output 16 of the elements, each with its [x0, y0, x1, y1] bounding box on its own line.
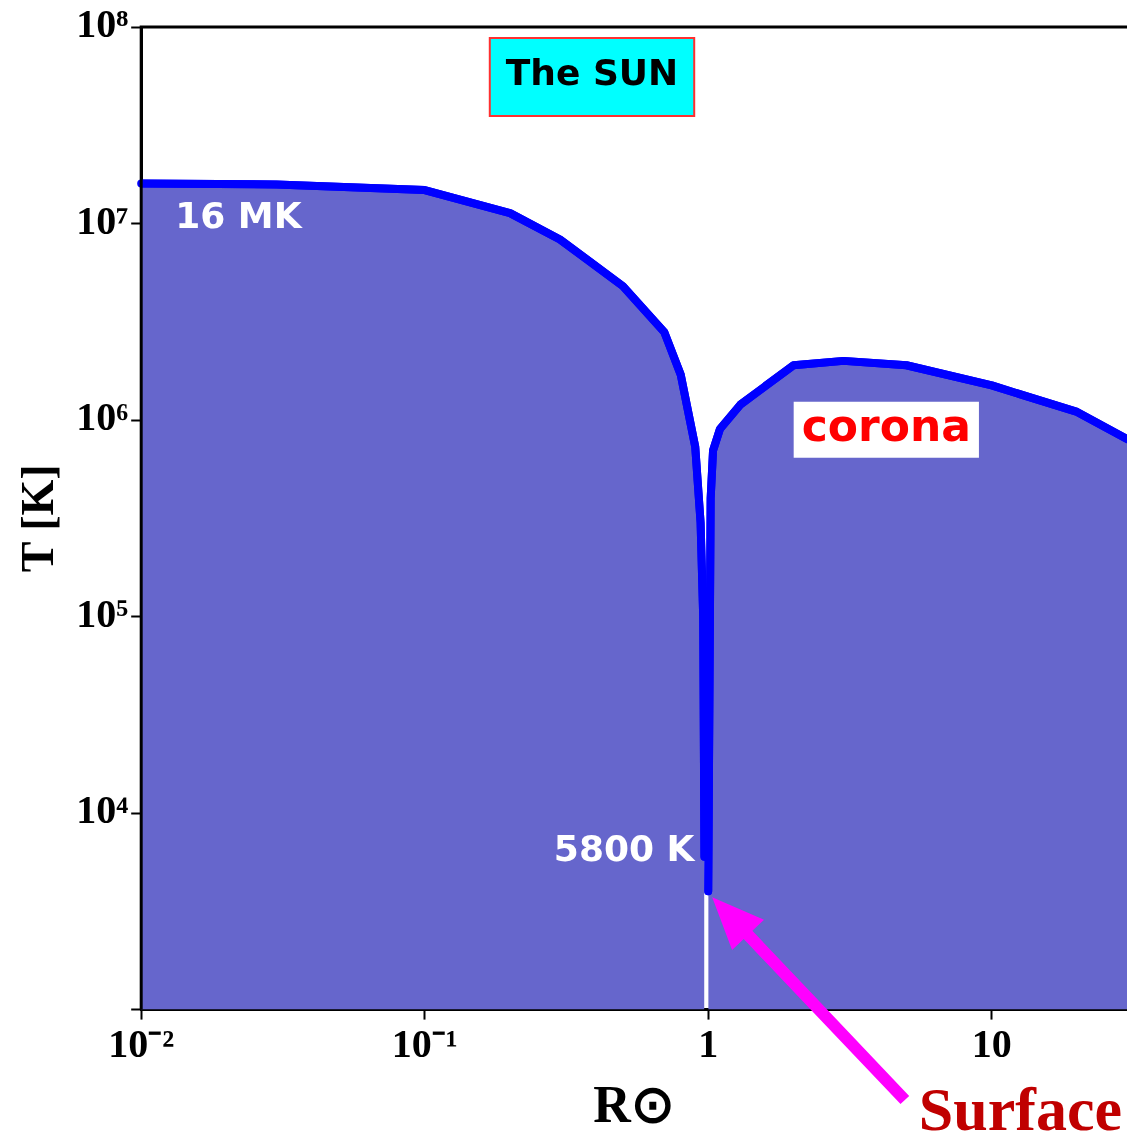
- annotation: corona: [801, 400, 971, 452]
- text: Surface: [918, 1075, 1122, 1143]
- x-tick-label: 10⁻²: [108, 1020, 175, 1066]
- y-tick-label: 10⁵: [76, 590, 129, 636]
- y-tick-label: 10⁴: [76, 787, 129, 833]
- annotation: 16 MK: [175, 194, 303, 236]
- x-tick-label: 10: [971, 1020, 1012, 1066]
- x-tick-label: 1: [698, 1020, 719, 1066]
- y-tick-label: 10⁸: [76, 1, 129, 47]
- x-tick-label: 10⁻¹: [391, 1020, 458, 1066]
- annotation: 5800 K: [553, 828, 696, 870]
- x-axis-title: R⊙: [593, 1076, 675, 1134]
- annotation: The SUN: [505, 52, 679, 94]
- y-tick-label: 10⁶: [76, 394, 129, 440]
- y-axis-title: T [K]: [12, 464, 64, 573]
- y-tick-label: 10⁷: [76, 197, 129, 243]
